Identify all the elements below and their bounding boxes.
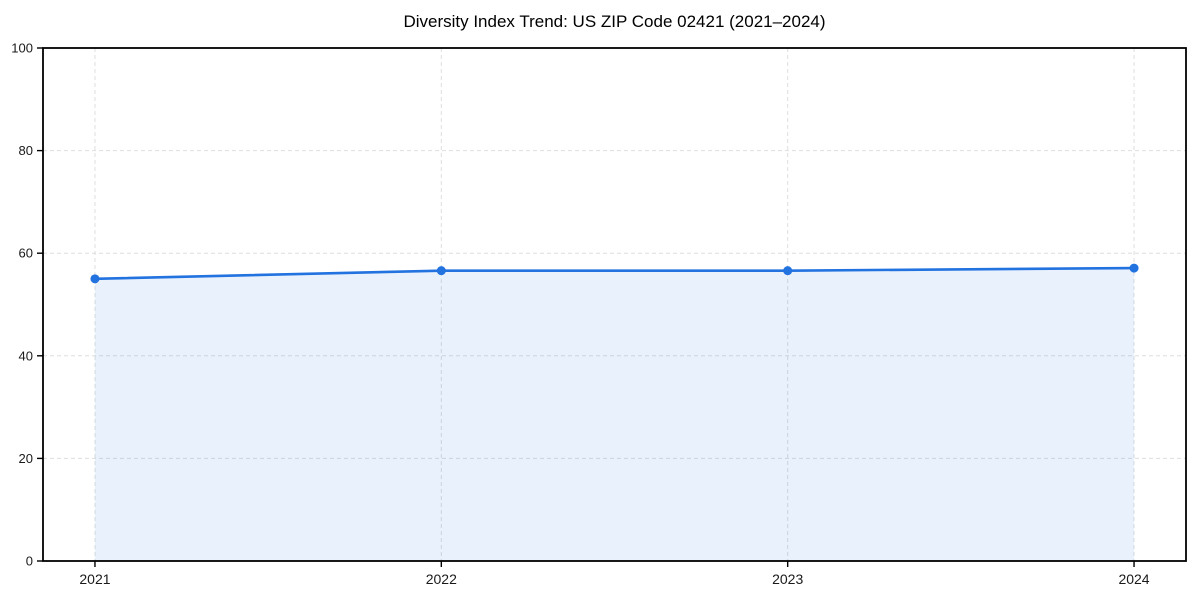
y-tick-label: 20 (19, 451, 33, 466)
data-point-marker (90, 274, 100, 284)
x-tick-label: 2024 (1118, 571, 1149, 587)
x-tick-label: 2023 (772, 571, 803, 587)
y-tick-label: 0 (26, 554, 33, 569)
series-markers (90, 263, 1139, 284)
y-tick-label: 100 (11, 41, 33, 56)
y-tick-label: 80 (19, 143, 33, 158)
chart-title: Diversity Index Trend: US ZIP Code 02421… (403, 12, 826, 31)
x-axis: 2021 2022 2023 2024 (79, 561, 1150, 587)
data-point-marker (1129, 263, 1139, 273)
y-axis: 0 20 40 60 80 100 (11, 41, 43, 569)
x-tick-label: 2021 (79, 571, 110, 587)
y-tick-label: 40 (19, 348, 33, 363)
x-tick-label: 2022 (426, 571, 457, 587)
series-line (93, 266, 1136, 281)
data-point-marker (436, 266, 446, 276)
plot-border (42, 47, 1187, 562)
series-area-fill (94, 268, 1135, 561)
data-point-marker (783, 266, 793, 276)
y-tick-label: 60 (19, 246, 33, 261)
